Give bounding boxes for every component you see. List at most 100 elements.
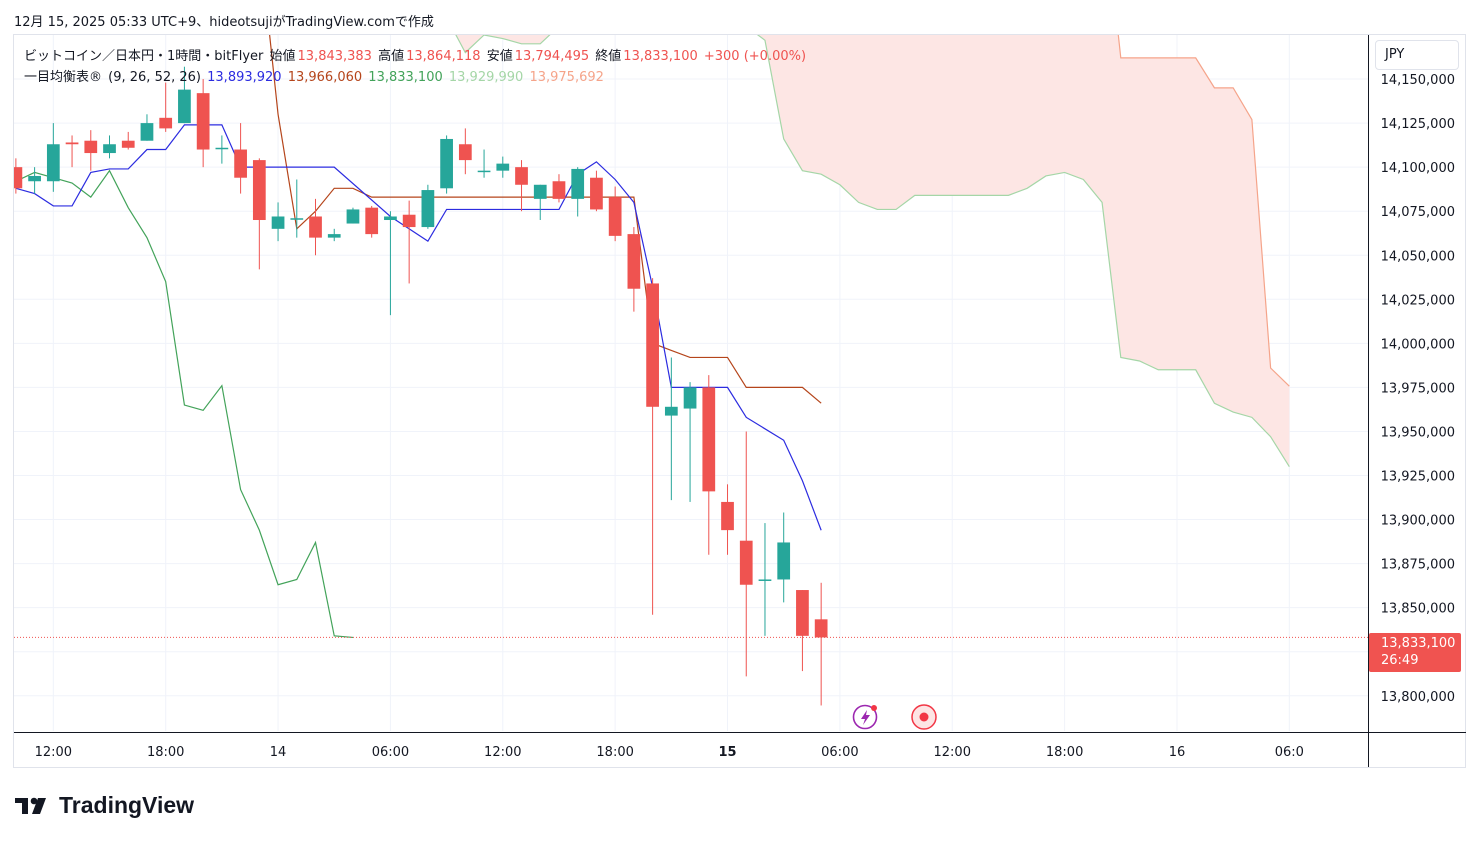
- price-tick-label: 13,900,000: [1381, 514, 1455, 529]
- ichimoku-cloud: [455, 35, 1290, 467]
- senkou-a-value: 13,929,990: [448, 70, 524, 85]
- candle-body: [103, 144, 116, 154]
- chikou-line: [15, 169, 354, 639]
- tradingview-logo[interactable]: TradingView: [15, 792, 194, 819]
- tv-logo-icon: [15, 797, 46, 814]
- candle-body: [65, 142, 79, 145]
- chart-icons: [852, 704, 937, 730]
- price-tick-label: 13,850,000: [1381, 602, 1455, 617]
- chart-caption: 12月 15, 2025 05:33 UTC+9、hideotsujiがTrad…: [14, 15, 434, 30]
- candle-body: [590, 177, 603, 210]
- tenkan-value: 13,893,920: [207, 70, 282, 85]
- chart-frame[interactable]: [13, 34, 1466, 768]
- time-tick-label: 12:00: [484, 745, 521, 760]
- bar-countdown: 26:49: [1381, 653, 1419, 668]
- time-tick-label: 18:00: [596, 745, 633, 760]
- price-tick-label: 14,075,000: [1381, 205, 1455, 220]
- chikou-value: 13,833,100: [368, 70, 443, 85]
- time-tick-label: 12:00: [35, 745, 72, 760]
- candle-body: [327, 234, 341, 238]
- currency-button[interactable]: JPY: [1375, 40, 1459, 70]
- senkou-b-value: 13,975,692: [529, 70, 604, 85]
- senkou-b-line: [1117, 35, 1290, 387]
- cloud-area: [455, 35, 1290, 467]
- candle-body: [421, 190, 435, 228]
- time-tick-label: 14: [270, 745, 287, 760]
- time-tick-label: 15: [718, 745, 736, 760]
- candle-body: [646, 283, 659, 407]
- candle-body: [159, 117, 173, 129]
- legend-ichimoku: 一目均衡表® (9, 26, 52, 26) 13,893,920 13,966…: [24, 66, 606, 85]
- candle-body: [384, 216, 397, 221]
- candle-body: [365, 207, 379, 235]
- close-value: 13,833,100: [623, 49, 698, 64]
- change-value: +300 (+0.00%): [703, 49, 807, 64]
- lightning-event-icon[interactable]: [852, 704, 878, 730]
- low-label: 安値: [486, 49, 513, 64]
- candle-body: [627, 234, 641, 289]
- price-tick-label: 14,025,000: [1381, 293, 1455, 308]
- candle-body: [178, 89, 191, 124]
- price-tick-label: 14,050,000: [1381, 249, 1455, 264]
- high-value: 13,864,118: [406, 49, 481, 64]
- candle-body: [796, 590, 809, 636]
- candle-body: [140, 123, 154, 141]
- low-value: 13,794,495: [514, 49, 590, 64]
- price-tick-label: 14,125,000: [1381, 117, 1455, 132]
- high-label: 高値: [378, 49, 405, 64]
- open-label: 始値: [269, 49, 296, 64]
- candle-body: [533, 184, 547, 199]
- kijun-value: 13,966,060: [287, 70, 363, 85]
- time-tick-label: 06:00: [821, 745, 858, 760]
- close-label: 終値: [595, 49, 622, 64]
- time-tick-label: 18:00: [147, 745, 184, 760]
- candle-body: [84, 140, 98, 154]
- price-tick-label: 14,150,000: [1381, 73, 1455, 88]
- candle-body: [234, 149, 247, 178]
- time-tick-label: 18:00: [1046, 745, 1083, 760]
- brand-name: TradingView: [59, 792, 195, 818]
- candle-body: [683, 387, 697, 409]
- candle-body: [402, 214, 416, 228]
- candle-body: [552, 181, 566, 199]
- price-tick-label: 13,950,000: [1381, 425, 1455, 440]
- price-tick-label: 13,925,000: [1381, 470, 1455, 485]
- candle-body: [252, 160, 266, 221]
- candle-body: [515, 167, 528, 185]
- indicator-name[interactable]: 一目均衡表®: [24, 70, 103, 85]
- price-tick-label: 13,800,000: [1381, 690, 1455, 705]
- candle-body: [458, 144, 472, 161]
- candle-body: [477, 170, 491, 173]
- legend-main: ビットコイン／日本円・1時間・bitFlyer 始値 13,843,383 高値 1…: [24, 45, 808, 64]
- candles: [14, 66, 828, 706]
- last-price-label: 13,833,100 26:49: [1369, 633, 1461, 672]
- time-tick-label: 06:0: [1275, 745, 1304, 760]
- price-tick-label: 13,875,000: [1381, 558, 1455, 573]
- indicator-params: (9, 26, 52, 26): [108, 70, 201, 85]
- price-tick-label: 14,000,000: [1381, 337, 1455, 352]
- price-tick-label: 13,975,000: [1381, 381, 1455, 396]
- candle-body: [440, 138, 453, 189]
- time-tick-label: 12:00: [934, 745, 971, 760]
- candle-body: [608, 197, 622, 236]
- candle-body: [664, 406, 678, 416]
- candle-body: [346, 209, 360, 224]
- candle-body: [271, 216, 285, 229]
- record-event-icon[interactable]: [911, 704, 937, 730]
- tenkan-line: [15, 124, 822, 531]
- time-tick-label: 06:00: [372, 745, 409, 760]
- candle-body: [571, 168, 585, 199]
- candle-body: [721, 501, 734, 531]
- candle-body: [739, 540, 753, 585]
- candle-body: [28, 175, 41, 182]
- candle-body: [196, 93, 210, 150]
- candle-body: [496, 163, 510, 171]
- candle-body: [814, 619, 828, 638]
- legend-symbol[interactable]: ビットコイン／日本円・1時間・bitFlyer: [24, 49, 264, 64]
- price-tick-label: 14,100,000: [1381, 161, 1455, 176]
- candle-body: [702, 387, 716, 492]
- candle-body: [309, 216, 322, 238]
- candle-body: [121, 140, 135, 148]
- last-price-value: 13,833,100: [1381, 636, 1456, 651]
